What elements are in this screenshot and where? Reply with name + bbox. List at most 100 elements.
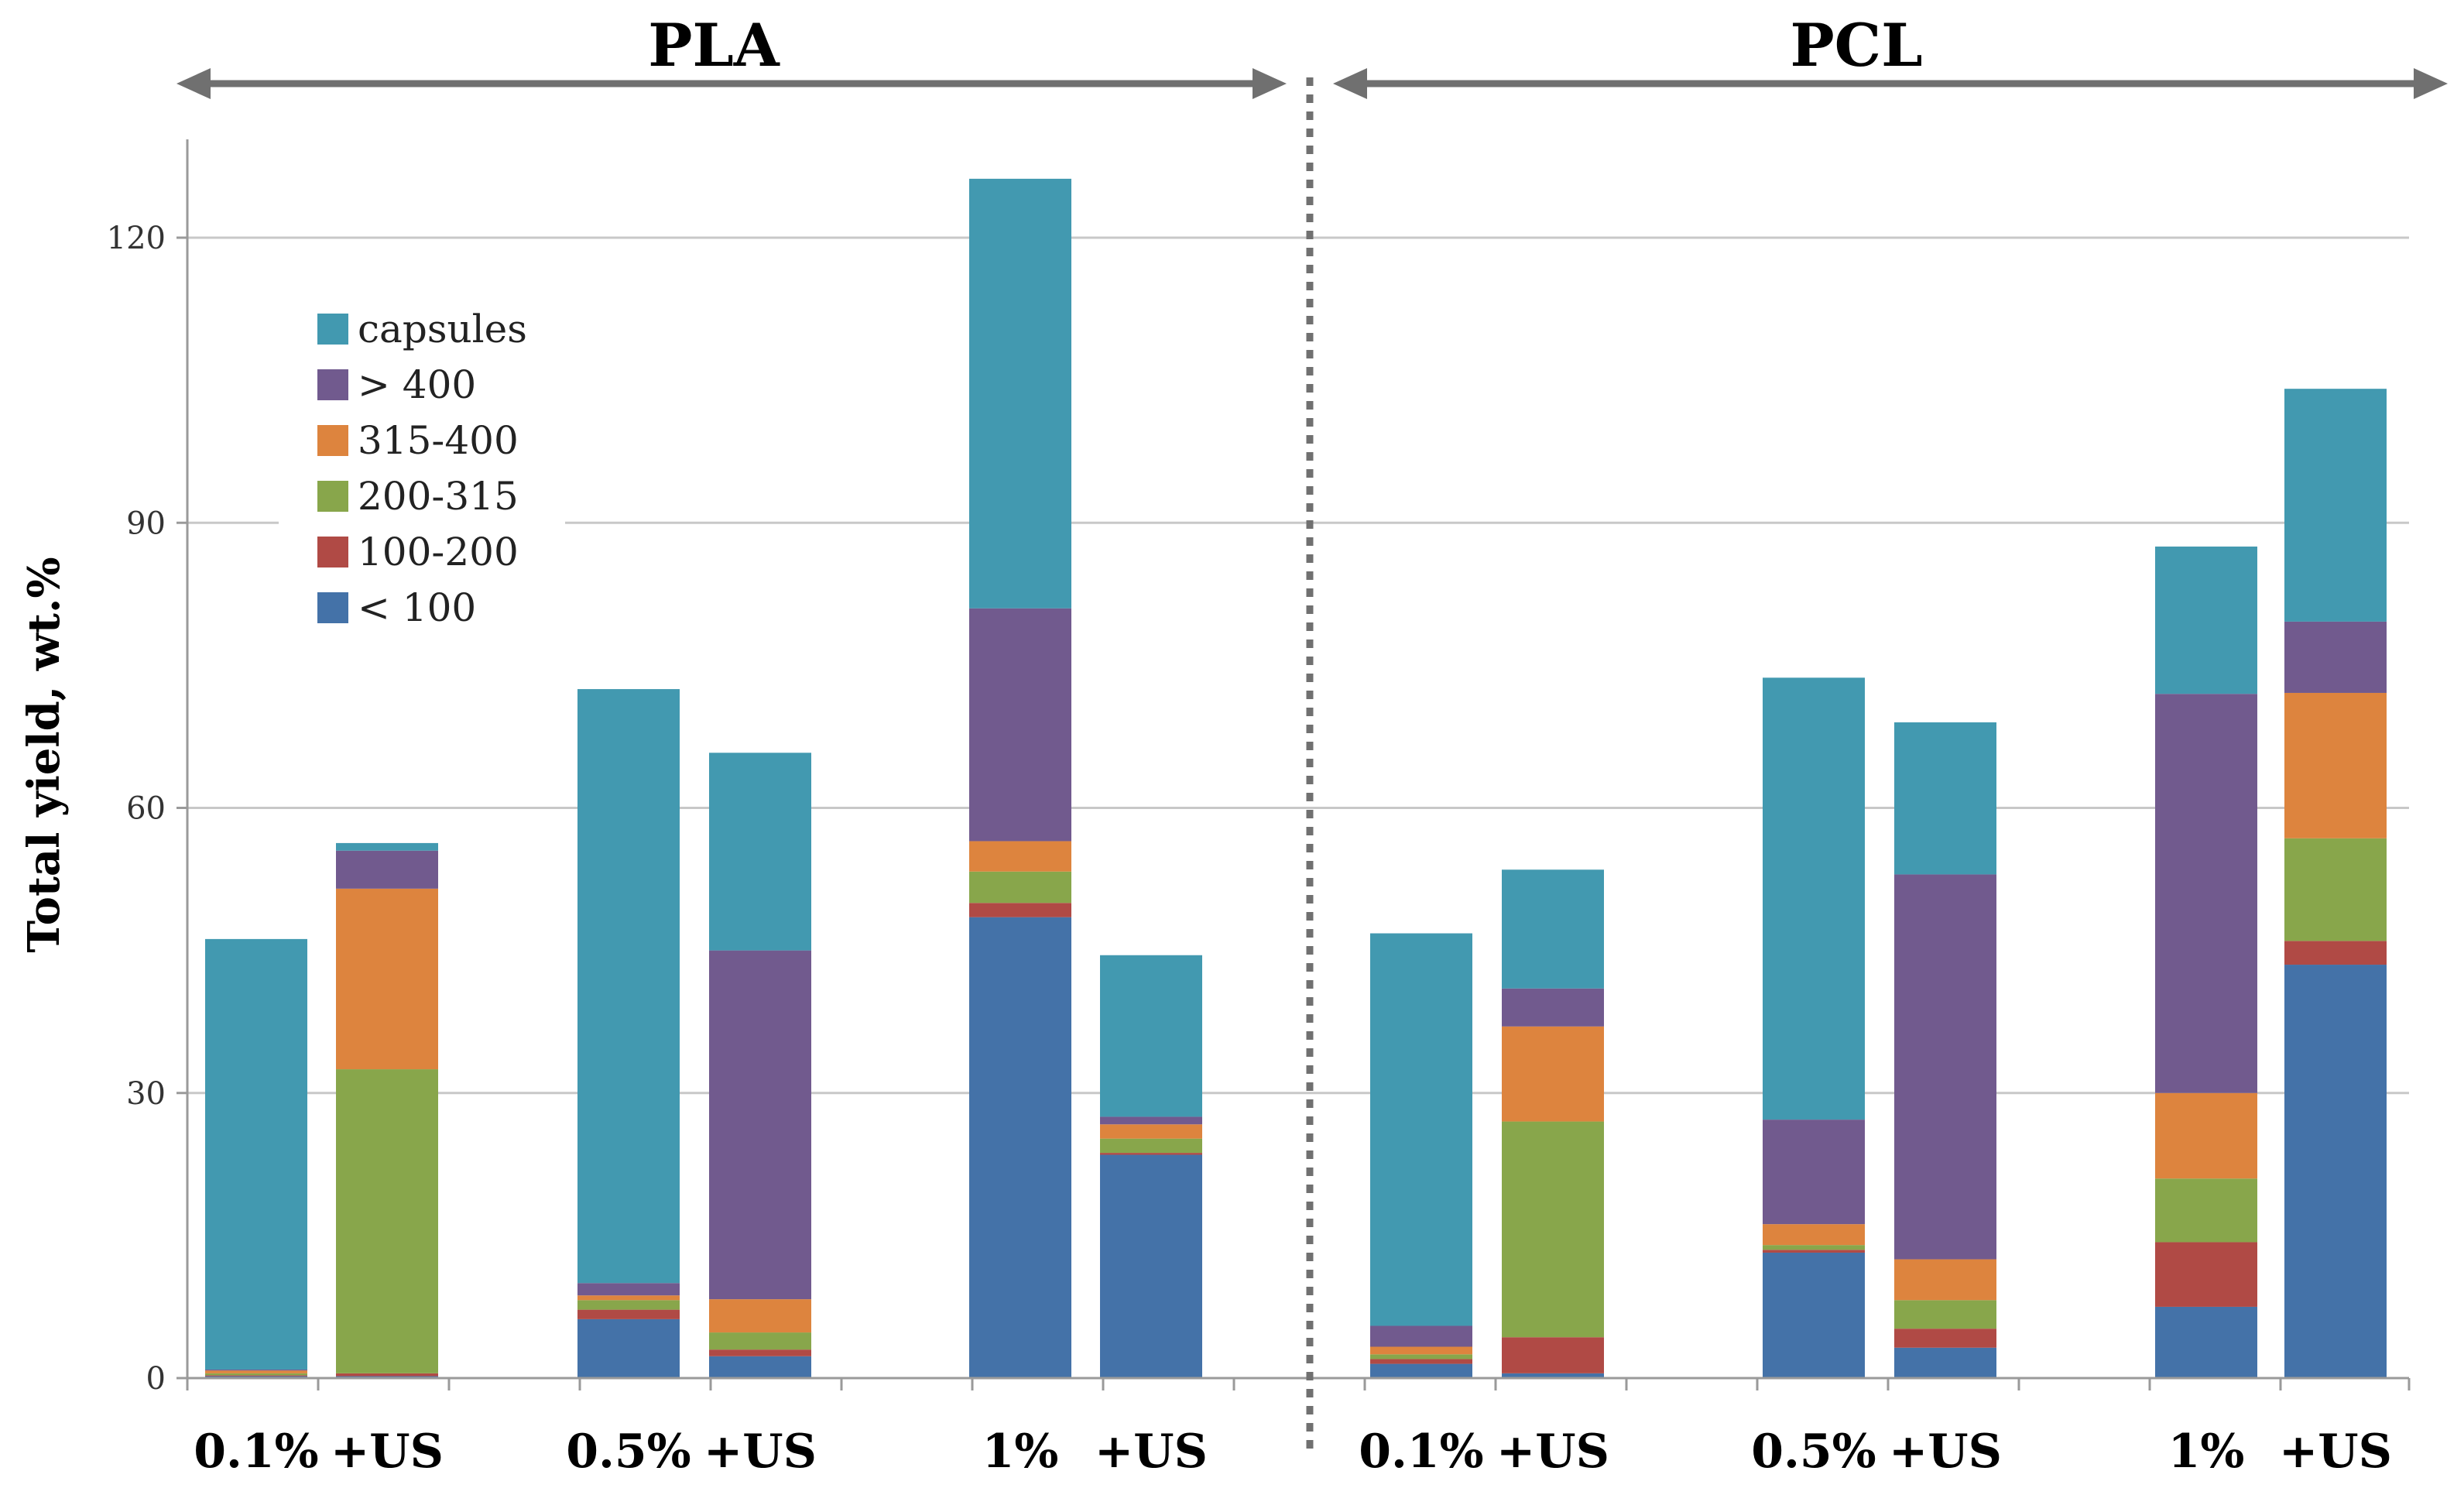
bar-stack bbox=[2284, 389, 2387, 1378]
group-label: PCL bbox=[1790, 11, 1922, 80]
category-label: 1% bbox=[982, 1425, 1059, 1479]
bar-segment bbox=[1763, 1250, 1865, 1253]
bar-stack bbox=[1370, 933, 1472, 1378]
bar-segment bbox=[577, 1300, 680, 1310]
bar-segment bbox=[205, 1375, 307, 1377]
bar-segment bbox=[2284, 389, 2387, 622]
bar-segment bbox=[1763, 1252, 1865, 1378]
bar-segment bbox=[1894, 1259, 1996, 1301]
category-label: 0.5% bbox=[1751, 1425, 1876, 1479]
bar-segment bbox=[2155, 694, 2257, 1093]
bar-segment bbox=[1763, 1224, 1865, 1246]
legend-swatch bbox=[317, 481, 348, 512]
bar-stack bbox=[1894, 722, 1996, 1378]
bar-segment bbox=[1370, 1354, 1472, 1360]
bar-segment bbox=[1502, 1337, 1604, 1373]
bar-stack bbox=[1100, 955, 1202, 1378]
legend: capsules > 400 315-400 200-315 100-200 < 100 bbox=[279, 298, 565, 639]
bar-segment bbox=[336, 888, 438, 1070]
bar-segment bbox=[1370, 933, 1472, 1326]
y-axis-title: Total yield, wt.% bbox=[19, 557, 70, 952]
legend-label: 100-200 bbox=[358, 530, 519, 574]
bar-segment bbox=[577, 689, 680, 1284]
bar-segment bbox=[709, 753, 811, 951]
bar-segment bbox=[1100, 1116, 1202, 1125]
bar-segment bbox=[205, 1370, 307, 1373]
bar-segment bbox=[969, 871, 1071, 904]
bar-segment bbox=[1894, 1300, 1996, 1329]
bar-segment bbox=[336, 842, 438, 851]
bar-segment bbox=[1370, 1325, 1472, 1347]
bar-segment bbox=[1100, 1124, 1202, 1139]
legend-swatch bbox=[317, 592, 348, 623]
bar-segment bbox=[1370, 1359, 1472, 1364]
bar-segment bbox=[336, 850, 438, 889]
bar-stack bbox=[205, 938, 307, 1378]
bar-segment bbox=[709, 1332, 811, 1350]
bar-segment bbox=[969, 178, 1071, 609]
bar-stack bbox=[969, 178, 1071, 1378]
bar-segment bbox=[1100, 955, 1202, 1117]
bar-segment bbox=[2155, 1178, 2257, 1243]
category-label: +US bbox=[704, 1425, 817, 1479]
group-arrow bbox=[176, 68, 1287, 99]
bar-stack bbox=[1502, 869, 1604, 1378]
legend-label: 315-400 bbox=[358, 418, 519, 463]
y-tick-label: 90 bbox=[126, 506, 166, 541]
bar-segment bbox=[577, 1309, 680, 1319]
bar-stack bbox=[709, 753, 811, 1378]
legend-swatch bbox=[317, 314, 348, 345]
bar-segment bbox=[709, 1349, 811, 1356]
bar-stack bbox=[1763, 677, 1865, 1378]
bar-segment bbox=[1370, 1346, 1472, 1355]
category-label: +US bbox=[331, 1425, 444, 1479]
bar-segment bbox=[2284, 941, 2387, 965]
bar-segment bbox=[1502, 1026, 1604, 1122]
bar-segment bbox=[2155, 546, 2257, 694]
bar-segment bbox=[2155, 1306, 2257, 1378]
bars bbox=[205, 178, 2387, 1378]
bar-stack bbox=[577, 689, 680, 1378]
bar-segment bbox=[709, 1299, 811, 1333]
bar-segment bbox=[2284, 965, 2387, 1378]
bar-segment bbox=[2155, 1242, 2257, 1307]
legend-label: capsules bbox=[358, 307, 527, 351]
y-axis-ticks: 0 30 60 90 120 bbox=[107, 221, 187, 1397]
category-label: +US bbox=[1095, 1425, 1208, 1479]
category-label: +US bbox=[1496, 1425, 1609, 1479]
bar-segment bbox=[969, 841, 1071, 872]
bar-segment bbox=[2284, 838, 2387, 941]
bar-segment bbox=[969, 917, 1071, 1378]
bar-segment bbox=[1100, 1153, 1202, 1155]
legend-swatch bbox=[317, 425, 348, 456]
bar-segment bbox=[1894, 722, 1996, 875]
bar-segment bbox=[1502, 1121, 1604, 1338]
group-markers: PLA PCL bbox=[176, 11, 2448, 1456]
category-label: 0.1% bbox=[194, 1425, 318, 1479]
bar-segment bbox=[1894, 1347, 1996, 1378]
bar-segment bbox=[336, 1373, 438, 1377]
bar-segment bbox=[577, 1318, 680, 1378]
bar-stack bbox=[336, 842, 438, 1378]
category-label: +US bbox=[2279, 1425, 2392, 1479]
category-labels: 0.1% +US 0.5% +US 1% +US 0.1% +US 0.5% +US 1% +US bbox=[194, 1425, 2392, 1479]
bar-segment bbox=[205, 1373, 307, 1376]
bar-segment bbox=[2284, 621, 2387, 693]
bar-segment bbox=[1502, 1373, 1604, 1378]
bar-segment bbox=[205, 938, 307, 1370]
bar-segment bbox=[969, 903, 1071, 917]
y-tick-label: 120 bbox=[107, 221, 166, 256]
legend-label: 200-315 bbox=[358, 474, 519, 519]
legend-background bbox=[279, 298, 565, 639]
bar-segment bbox=[1370, 1363, 1472, 1378]
legend-swatch bbox=[317, 369, 348, 400]
group-label: PLA bbox=[648, 11, 780, 80]
category-label: 0.1% bbox=[1359, 1425, 1483, 1479]
bar-segment bbox=[336, 1069, 438, 1373]
y-tick-label: 0 bbox=[146, 1361, 166, 1397]
legend-swatch bbox=[317, 537, 348, 567]
category-label: 0.5% bbox=[566, 1425, 691, 1479]
category-label: +US bbox=[1889, 1425, 2002, 1479]
group-arrow bbox=[1333, 68, 2448, 99]
bar-segment bbox=[1894, 1329, 1996, 1348]
